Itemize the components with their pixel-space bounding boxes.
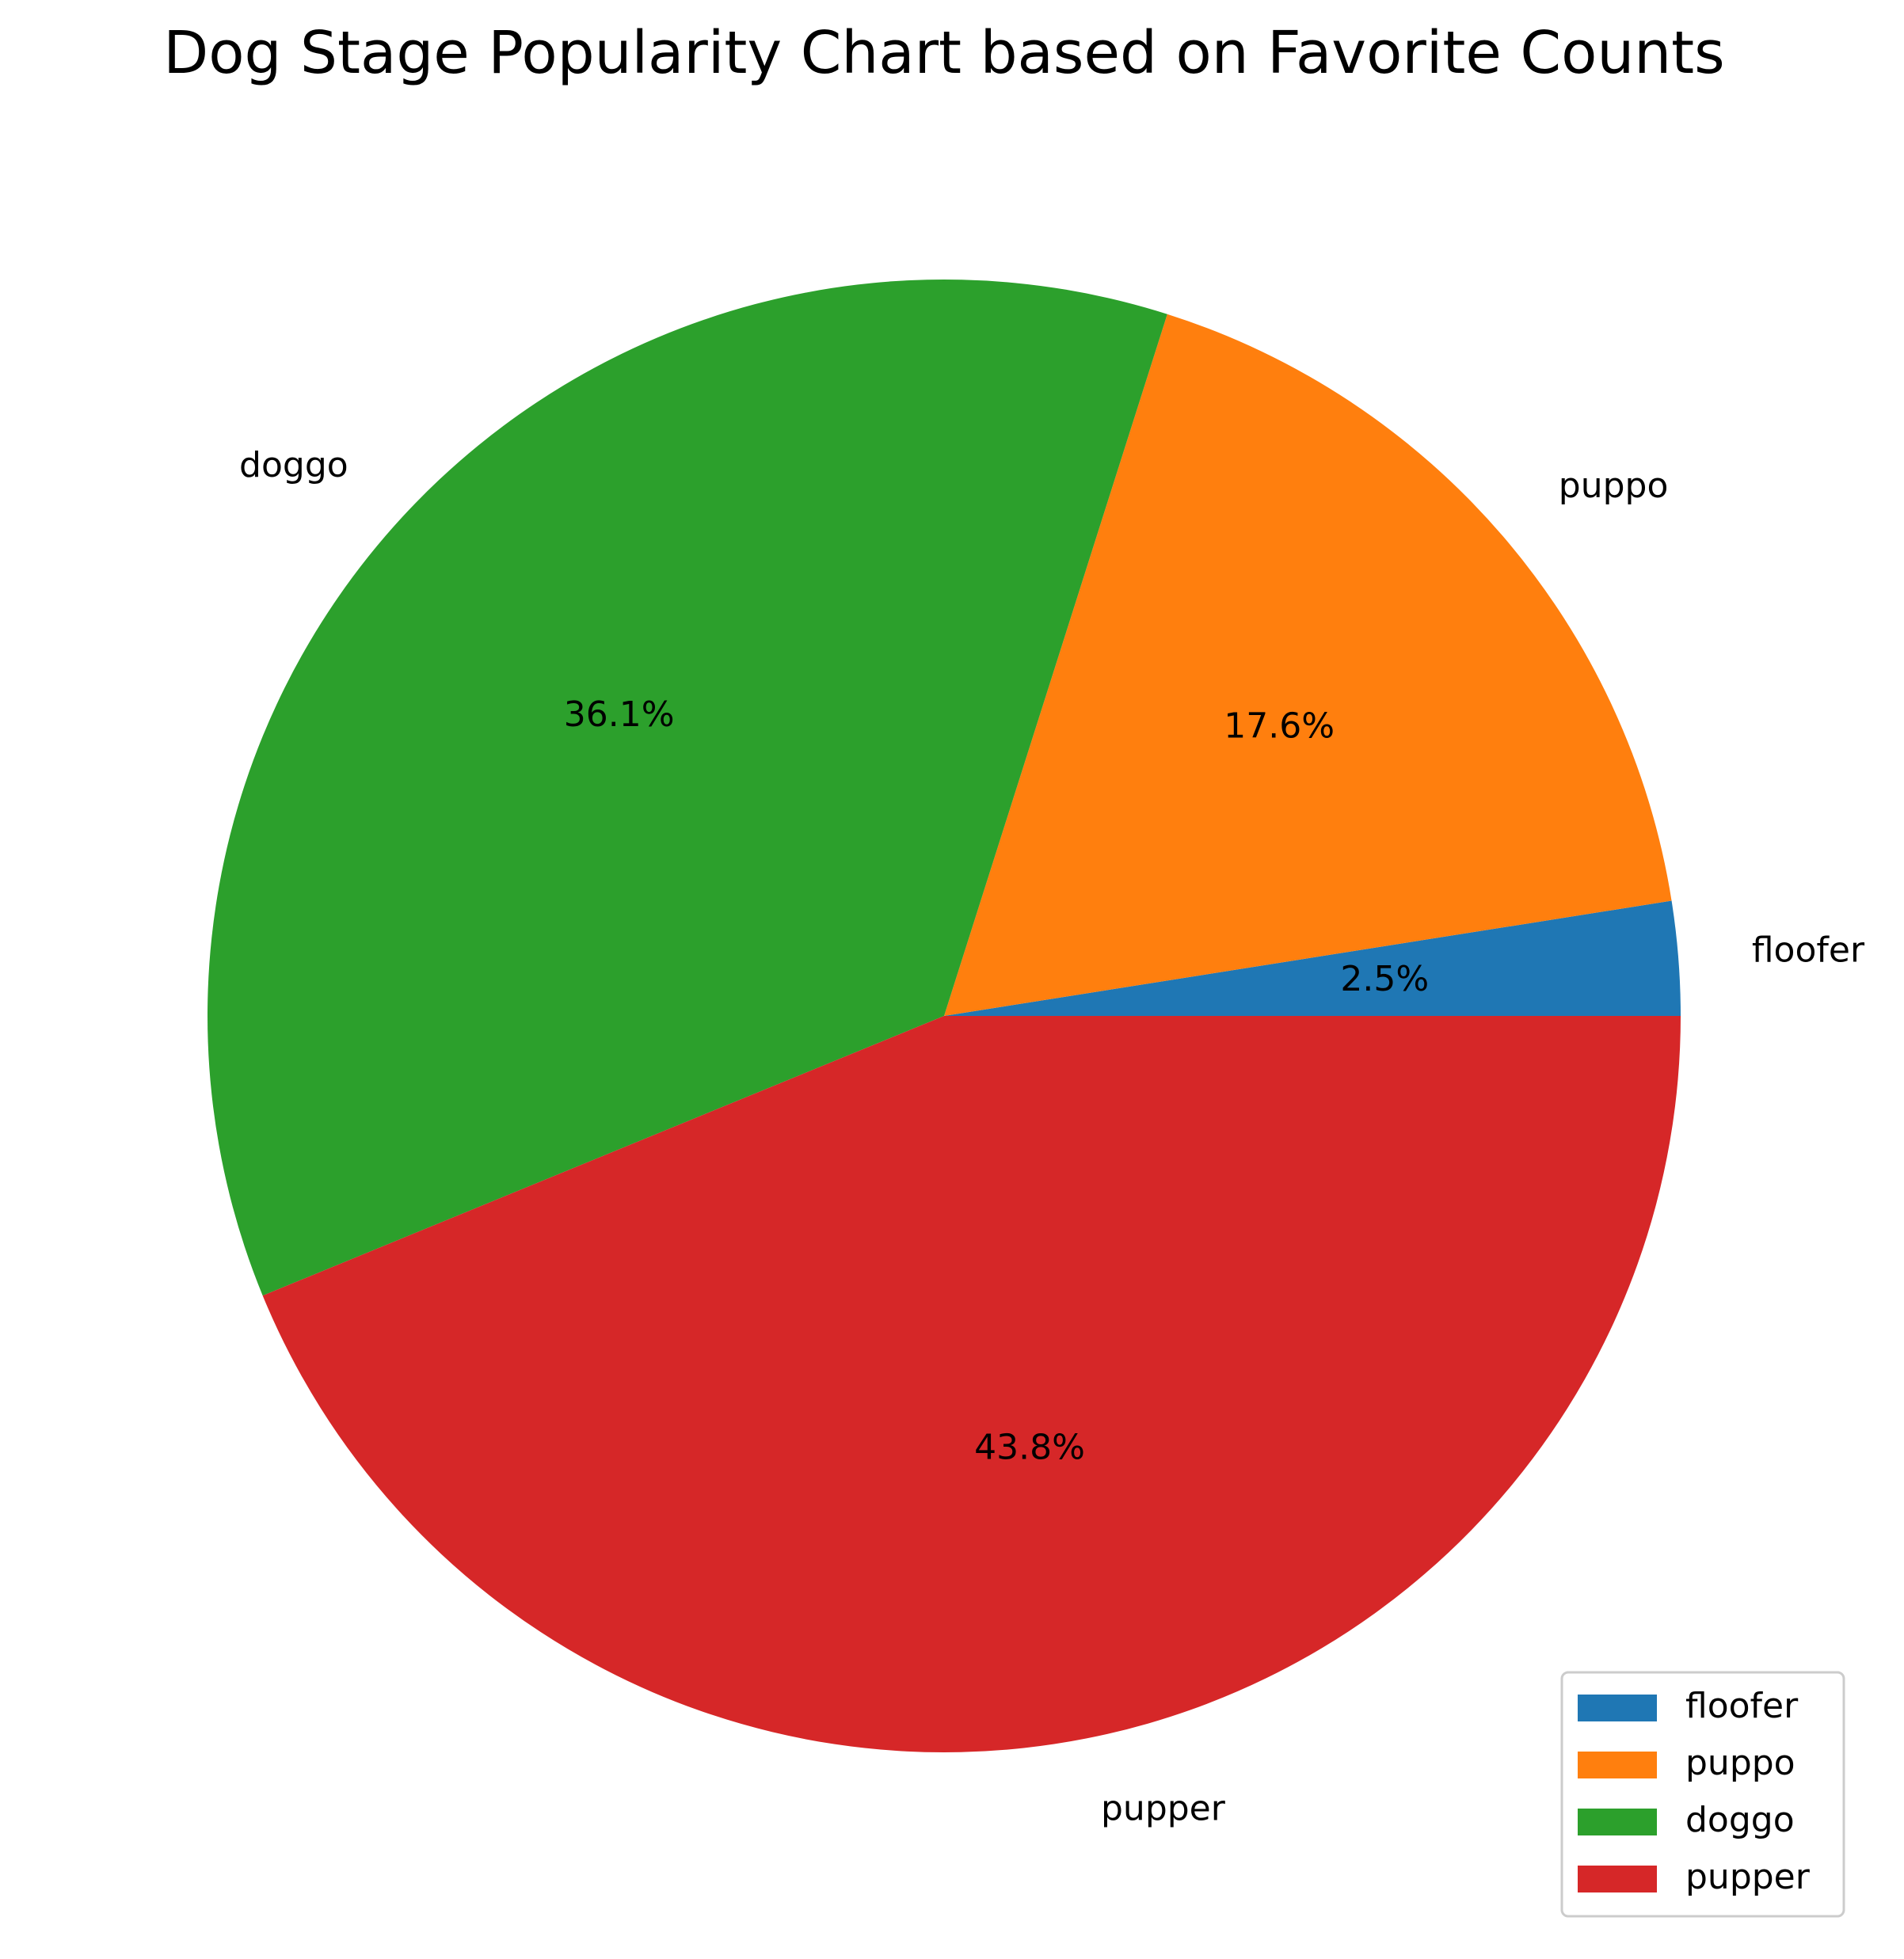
legend-label-floofer: floofer: [1685, 1686, 1799, 1726]
legend-swatch-doggo: [1578, 1809, 1657, 1835]
pie-percent-labels: 2.5% 17.6% 36.1% 43.8%: [564, 694, 1429, 1468]
legend-label-puppo: puppo: [1685, 1743, 1795, 1783]
legend: floofer puppo doggo pupper: [1560, 1671, 1845, 1918]
pie-slice-doggo: [208, 279, 1167, 1296]
legend-swatch-puppo: [1578, 1752, 1657, 1778]
pie-slice-pupper: [262, 1016, 1681, 1752]
percent-label-floofer: 2.5%: [1340, 959, 1429, 999]
percent-label-doggo: 36.1%: [564, 694, 675, 735]
legend-entries: floofer puppo doggo pupper: [1578, 1686, 1811, 1897]
slice-label-puppo: puppo: [1559, 466, 1669, 506]
slice-label-floofer: floofer: [1752, 930, 1865, 971]
pie-slice-floofer: [944, 900, 1681, 1016]
chart-title: Dog Stage Popularity Chart based on Favo…: [163, 19, 1724, 87]
legend-swatch-pupper: [1578, 1866, 1657, 1892]
pie-slices: [208, 279, 1681, 1752]
legend-swatch-floofer: [1578, 1695, 1657, 1721]
slice-label-doggo: doggo: [239, 445, 348, 485]
legend-frame: [1560, 1671, 1845, 1918]
legend-label-doggo: doggo: [1685, 1800, 1795, 1840]
legend-label-pupper: pupper: [1685, 1857, 1811, 1897]
percent-label-pupper: 43.8%: [974, 1427, 1085, 1467]
percent-label-puppo: 17.6%: [1224, 706, 1335, 746]
slice-label-pupper: pupper: [1101, 1789, 1226, 1829]
pie-slice-labels: floofer puppo doggo pupper: [239, 445, 1865, 1829]
pie-slice-puppo: [944, 314, 1672, 1016]
